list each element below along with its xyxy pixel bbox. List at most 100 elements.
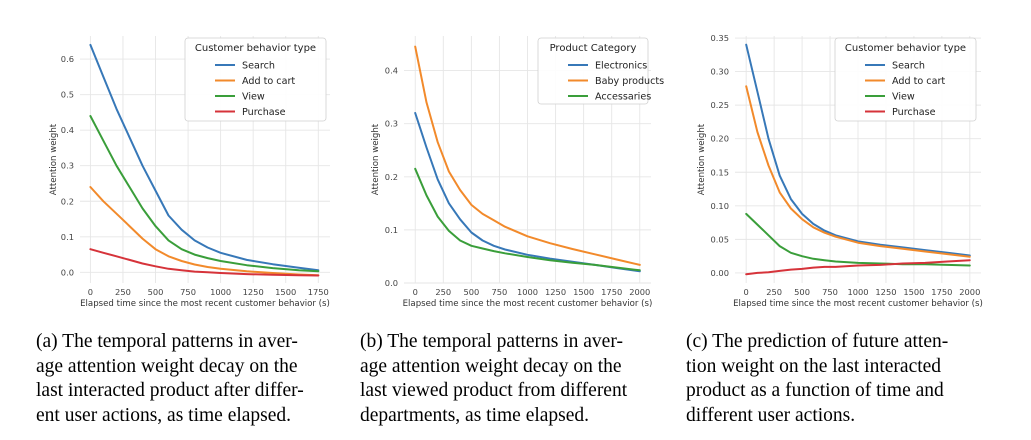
chart-panel-a: 0 250 500 750 1000 1250 1500 1750 0.0 0.1 0.2 0.3 0.… — [49, 36, 330, 309]
x-tick-label: 1250 — [875, 287, 896, 297]
y-tick-label: 0.05 — [711, 234, 729, 244]
caption-b-line: (b) The temporal patterns in aver- — [360, 331, 623, 352]
caption-a-line: ent user actions, as time elapsed. — [36, 404, 292, 426]
x-tick-label: 500 — [794, 287, 810, 297]
legend: Product Category Electronics Baby products… — [537, 37, 664, 105]
y-tick-label: 0.1 — [61, 232, 74, 242]
series-line-baby-products — [414, 45, 641, 266]
legend-box — [184, 37, 327, 122]
caption-a-line: age attention weight decay on the — [36, 355, 298, 377]
y-tick-label: 0.3 — [385, 119, 398, 129]
x-tick-label: 1250 — [243, 287, 264, 297]
y-tick-label: 0.20 — [711, 134, 729, 144]
legend-box — [537, 37, 649, 105]
x-tick-label: 1750 — [601, 287, 622, 297]
x-tick-label: 1000 — [210, 287, 231, 297]
caption-a: (a) The temporal patterns in aver- age a… — [36, 330, 354, 428]
y-tick-label: 0.0 — [61, 267, 74, 277]
y-tick-label: 0.6 — [61, 54, 74, 64]
y-tick-label: 0.25 — [711, 100, 729, 110]
y-tick-label: 0.15 — [711, 167, 729, 177]
legend-title: Customer behavior type — [845, 43, 966, 54]
x-axis-label: Elapsed time since the most recent custo… — [733, 299, 983, 309]
x-axis-label: Elapsed time since the most recent custo… — [80, 299, 330, 309]
y-tick-label: 0.00 — [711, 268, 729, 278]
x-tick-label: 250 — [766, 287, 782, 297]
y-tick-label: 0.35 — [711, 33, 729, 43]
x-tick-label: 2000 — [629, 287, 650, 297]
x-tick-label: 1750 — [931, 287, 952, 297]
legend-box — [834, 37, 977, 122]
x-tick-label: 500 — [463, 287, 479, 297]
caption-c-line: (c) The prediction of future atten- — [686, 331, 949, 352]
y-axis-label: Attention weight — [49, 123, 59, 195]
y-tick-label: 0.4 — [61, 125, 74, 135]
caption-b-line: age attention weight decay on the — [360, 355, 622, 377]
x-tick-label: 250 — [115, 287, 131, 297]
x-tick-label: 750 — [822, 287, 838, 297]
legend: Customer behavior type Search Add to cart V… — [834, 37, 977, 122]
caption-c-line: tion weight on the last interacted — [686, 355, 942, 377]
y-tick-label: 0.2 — [385, 172, 398, 182]
x-tick-label: 1500 — [275, 287, 296, 297]
chart-panel-c: 0 250 500 750 1000 1250 1500 1750 2000 0.00 0.05 0.… — [697, 33, 983, 309]
x-tick-label: 1250 — [545, 287, 566, 297]
x-tick-label: 250 — [435, 287, 451, 297]
y-axis-label: Attention weight — [697, 123, 707, 195]
legend-label: Electronics — [595, 61, 647, 72]
x-tick-label: 1500 — [573, 287, 594, 297]
y-tick-label: 0.1 — [385, 225, 398, 235]
legend-label: Search — [242, 61, 275, 72]
x-tick-label: 1500 — [903, 287, 924, 297]
legend-label: View — [892, 92, 915, 103]
series-line-search — [89, 43, 320, 272]
legend-label: Add to cart — [892, 76, 945, 87]
x-tick-label: 750 — [180, 287, 196, 297]
caption-a-line: (a) The temporal patterns in aver- — [36, 331, 298, 352]
legend-title: Product Category — [550, 43, 637, 54]
x-tick-label: 0 — [88, 287, 93, 297]
caption-c: (c) The prediction of future atten- tion… — [686, 330, 1004, 428]
x-tick-label: 1000 — [847, 287, 868, 297]
legend: Customer behavior type Search Add to cart V… — [184, 37, 327, 122]
caption-a-line: last interacted product after differ- — [36, 380, 304, 401]
caption-b: (b) The temporal patterns in aver- age a… — [360, 330, 675, 428]
x-axis-label: Elapsed time since the most recent custo… — [403, 299, 653, 309]
x-tick-label: 1750 — [308, 287, 329, 297]
caption-c-line: product as a function of time and — [686, 380, 944, 401]
legend-label: Purchase — [242, 107, 286, 118]
x-tick-label: 750 — [492, 287, 508, 297]
chart-panel-b: 0 250 500 750 1000 1250 1500 1750 2000 0.0 0.1 0.2 0… — [371, 36, 664, 309]
x-tick-label: 0 — [744, 287, 749, 297]
legend-label: Add to cart — [242, 76, 295, 87]
x-tick-label: 2000 — [959, 287, 980, 297]
y-tick-label: 0.30 — [711, 67, 729, 77]
series-line-purchase — [89, 248, 320, 277]
series-line-search — [745, 43, 971, 257]
y-axis-label: Attention weight — [371, 123, 381, 195]
y-tick-label: 0.3 — [61, 161, 74, 171]
caption-b-line: departments, as time elapsed. — [360, 404, 590, 426]
y-tick-label: 0.5 — [61, 90, 74, 100]
x-tick-label: 0 — [413, 287, 418, 297]
series-line-view — [745, 212, 971, 267]
caption-c-line: different user actions. — [686, 404, 856, 426]
series-line-add-to-cart — [745, 85, 971, 258]
y-tick-label: 0.2 — [61, 196, 74, 206]
series-line-add-to-cart — [89, 186, 320, 277]
legend-label: Search — [892, 61, 925, 72]
legend-label: View — [242, 92, 265, 103]
legend-label: Purchase — [892, 107, 936, 118]
y-tick-label: 0.10 — [711, 201, 729, 211]
legend-label: Baby products — [595, 76, 664, 87]
series-line-view — [89, 115, 320, 273]
x-tick-label: 500 — [148, 287, 164, 297]
series-line-accessaries — [414, 167, 641, 272]
y-tick-label: 0.4 — [385, 66, 398, 76]
x-tick-label: 1000 — [517, 287, 538, 297]
caption-b-line: last viewed product from different — [360, 380, 628, 401]
series-line-purchase — [745, 259, 971, 276]
legend-title: Customer behavior type — [195, 43, 316, 54]
y-tick-label: 0.0 — [385, 278, 398, 288]
